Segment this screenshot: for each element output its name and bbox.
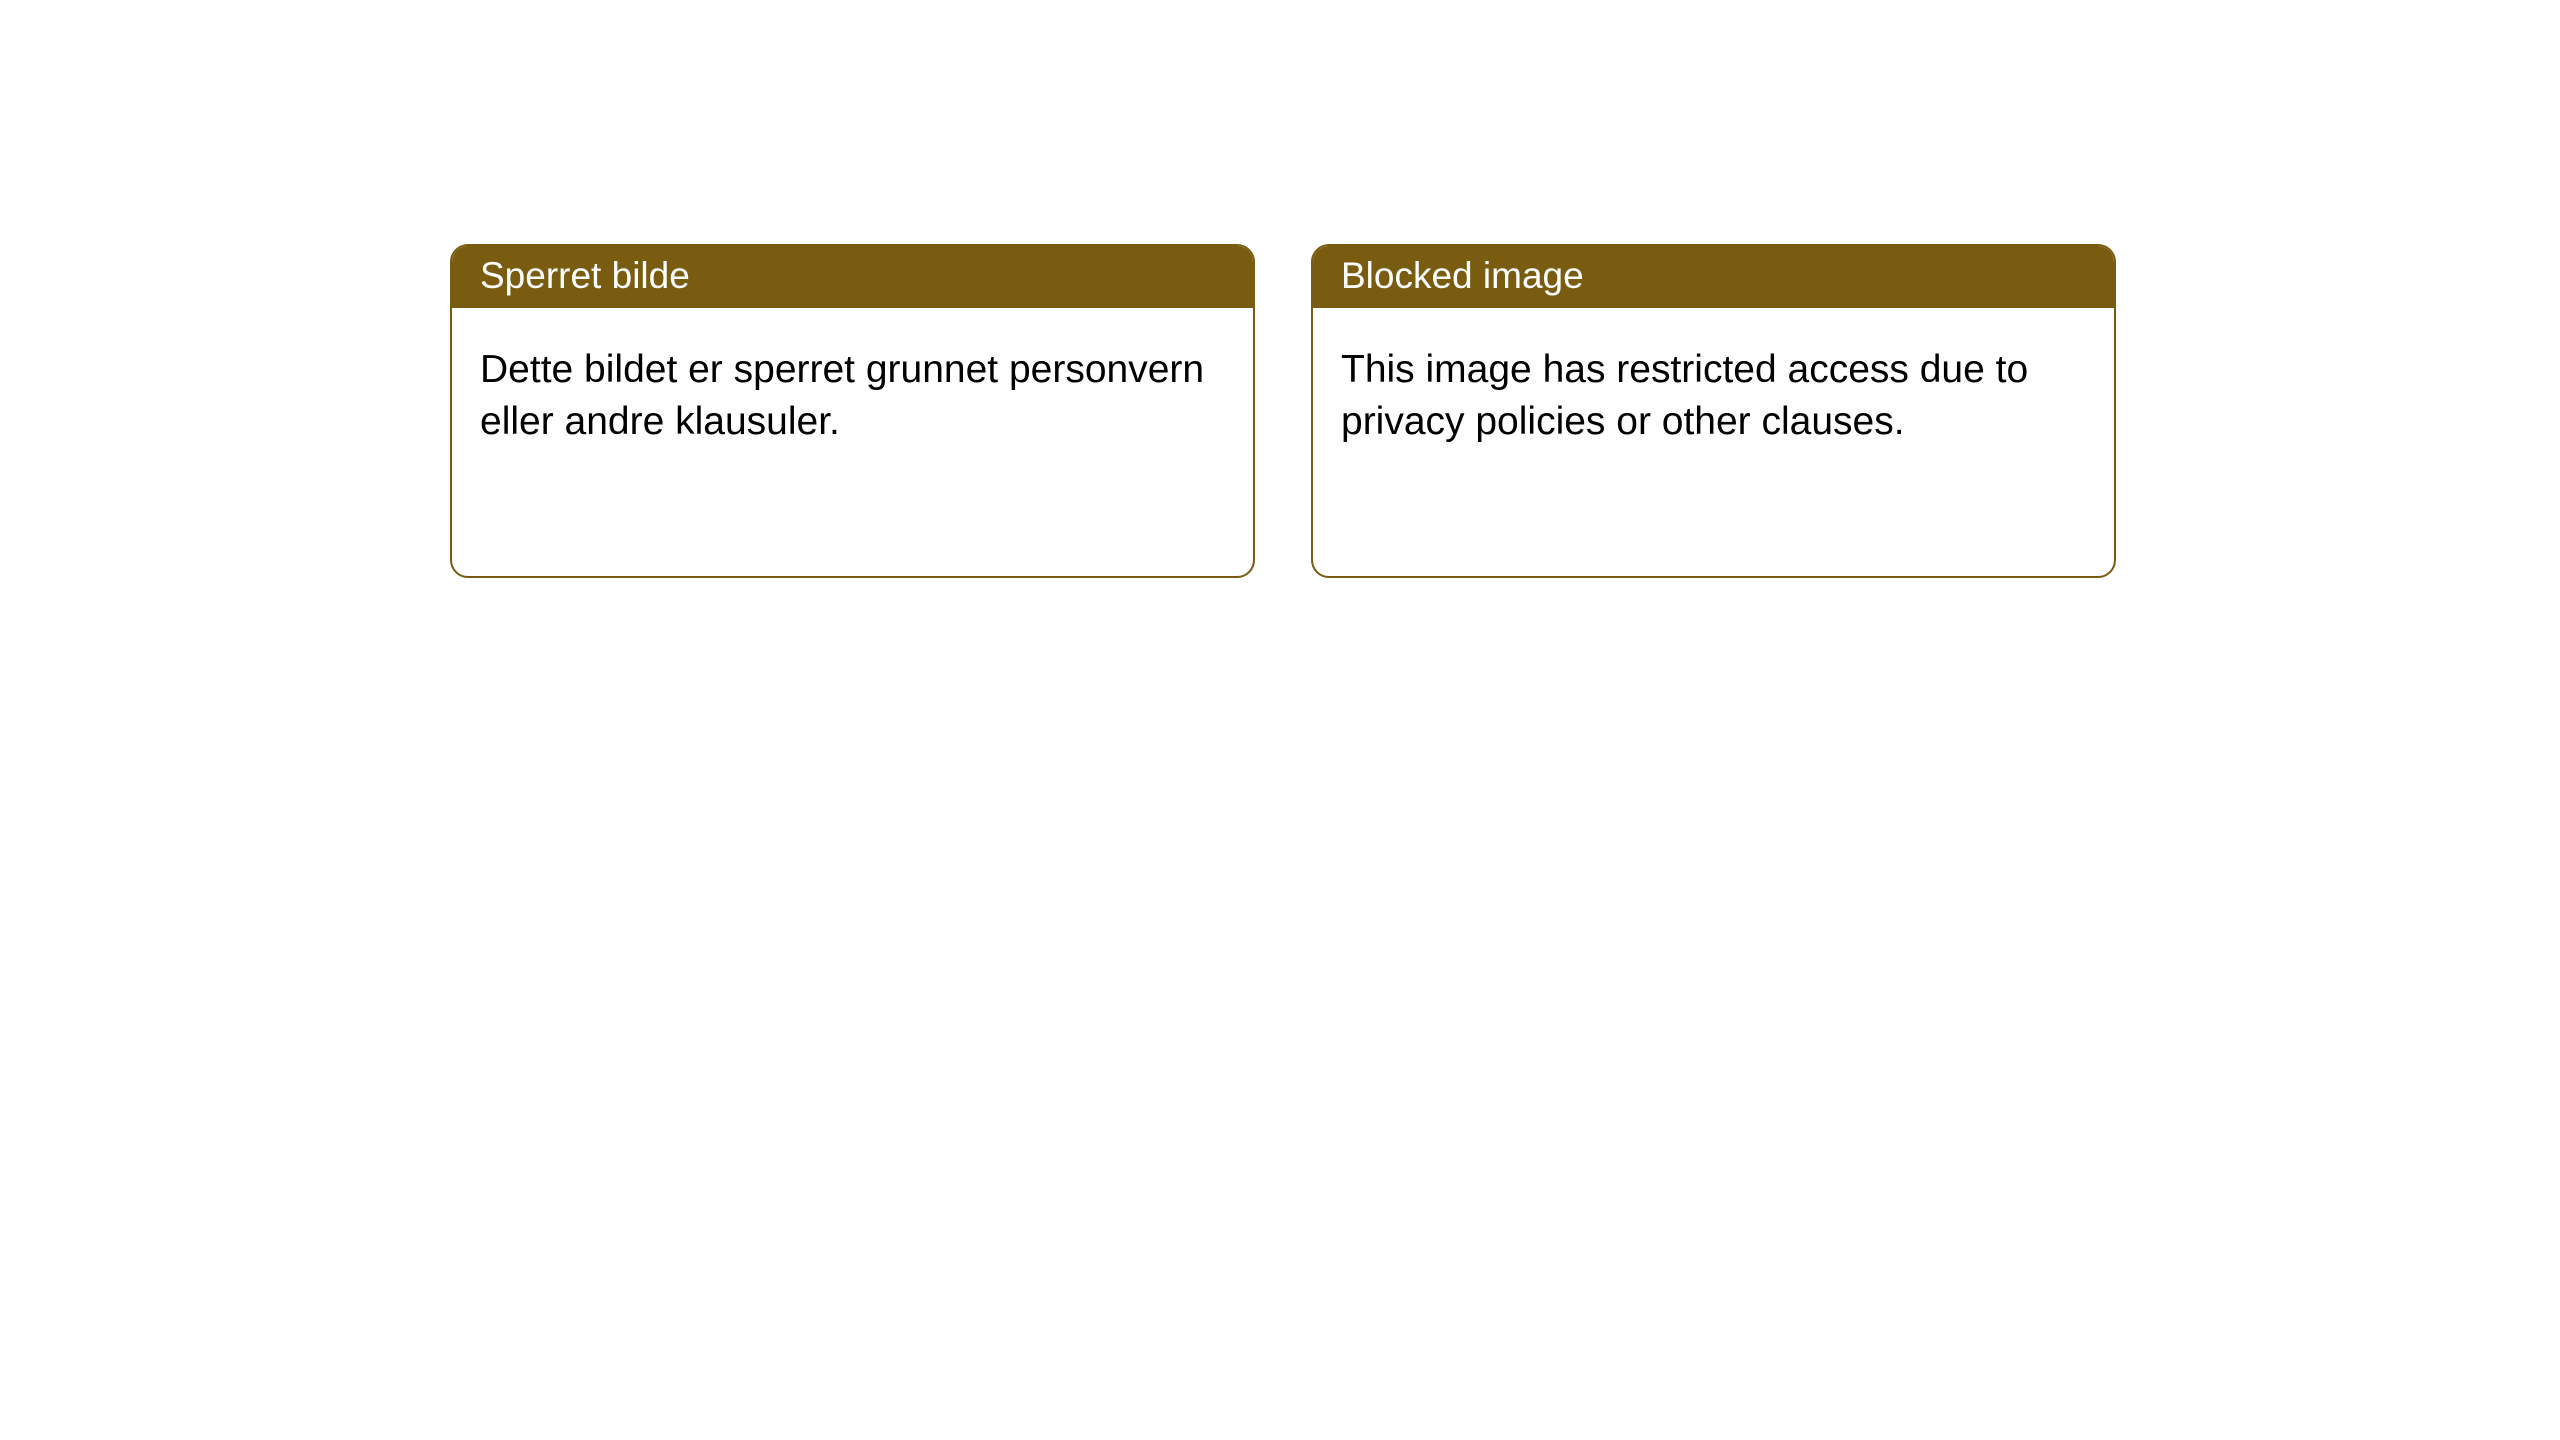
notice-title: Blocked image: [1313, 246, 2114, 308]
notice-body: Dette bildet er sperret grunnet personve…: [452, 308, 1253, 484]
notice-card-norwegian: Sperret bilde Dette bildet er sperret gr…: [450, 244, 1255, 578]
notice-title: Sperret bilde: [452, 246, 1253, 308]
notice-card-english: Blocked image This image has restricted …: [1311, 244, 2116, 578]
notice-container: Sperret bilde Dette bildet er sperret gr…: [0, 0, 2560, 578]
notice-body: This image has restricted access due to …: [1313, 308, 2114, 484]
